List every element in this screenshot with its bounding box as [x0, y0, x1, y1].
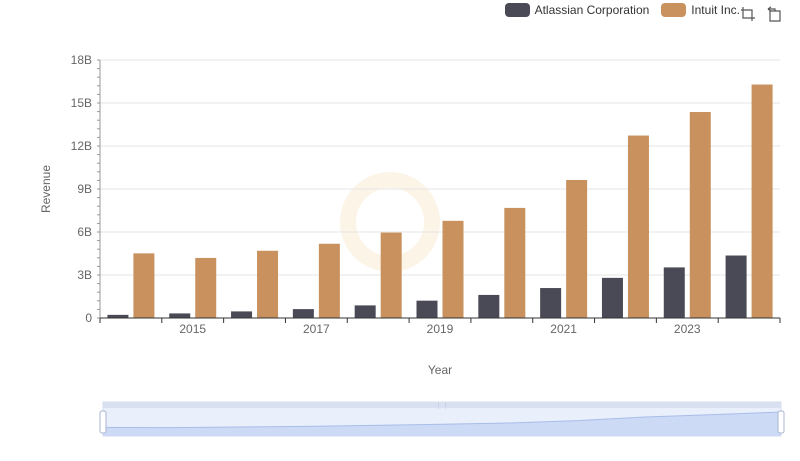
- zoom-reset-icon[interactable]: [766, 6, 782, 22]
- bar-atlassian[interactable]: [292, 309, 314, 318]
- legend: Atlassian Corporation Intuit Inc.: [493, 3, 740, 17]
- bar-atlassian[interactable]: [169, 313, 191, 318]
- data-zoom-icon[interactable]: [740, 6, 756, 22]
- bar-atlassian[interactable]: [231, 311, 253, 318]
- x-tick-label: 2017: [303, 322, 330, 336]
- legend-label-atlassian: Atlassian Corporation: [534, 3, 650, 17]
- bar-intuit[interactable]: [627, 135, 649, 318]
- bar-intuit[interactable]: [257, 250, 279, 318]
- legend-item-intuit[interactable]: Intuit Inc.: [661, 3, 740, 17]
- zoom-slider-grip-icon[interactable]: ⋮⋮: [435, 403, 449, 410]
- y-tick-label: 12B: [71, 139, 92, 153]
- bar-atlassian[interactable]: [725, 255, 747, 318]
- y-axis-title: Revenue: [39, 165, 53, 213]
- x-tick-label: 2023: [674, 322, 701, 336]
- bar-intuit[interactable]: [566, 179, 588, 318]
- zoom-slider-top-bar: [103, 402, 781, 408]
- bar-atlassian[interactable]: [107, 314, 129, 318]
- bar-intuit[interactable]: [689, 112, 711, 318]
- bar-intuit[interactable]: [442, 220, 464, 318]
- y-tick-label: 3B: [77, 268, 92, 282]
- y-tick-label: 18B: [71, 53, 92, 67]
- bar-atlassian[interactable]: [416, 300, 438, 318]
- x-tick-label: 2019: [427, 322, 454, 336]
- legend-swatch-atlassian: [504, 3, 530, 17]
- bar-intuit[interactable]: [133, 253, 155, 318]
- y-tick-label: 15B: [71, 96, 92, 110]
- bar-atlassian[interactable]: [354, 305, 376, 318]
- y-tick-label: 9B: [77, 182, 92, 196]
- zoom-slider-handle-left[interactable]: [99, 410, 107, 434]
- bar-intuit[interactable]: [318, 243, 340, 318]
- bar-intuit[interactable]: [380, 232, 402, 318]
- bar-atlassian[interactable]: [540, 288, 562, 318]
- legend-item-atlassian[interactable]: Atlassian Corporation: [504, 3, 650, 17]
- zoom-slider-handle-right[interactable]: [777, 410, 785, 434]
- bar-intuit[interactable]: [751, 84, 773, 318]
- bar-atlassian[interactable]: [663, 267, 685, 318]
- y-tick-label: 6B: [77, 225, 92, 239]
- legend-label-intuit: Intuit Inc.: [691, 3, 740, 17]
- bar-atlassian[interactable]: [478, 294, 500, 318]
- x-tick-label: 2021: [550, 322, 577, 336]
- toolbox: [730, 6, 782, 22]
- zoom-slider-preview-area: [103, 412, 781, 436]
- bar-intuit[interactable]: [195, 257, 217, 318]
- y-tick-label: 0: [85, 311, 92, 325]
- zoom-slider-preview-line: [102, 411, 782, 429]
- x-axis-title: Year: [428, 363, 452, 377]
- bar-atlassian[interactable]: [601, 277, 623, 318]
- legend-swatch-intuit: [661, 3, 687, 17]
- bar-intuit[interactable]: [504, 207, 526, 318]
- x-tick-label: 2015: [179, 322, 206, 336]
